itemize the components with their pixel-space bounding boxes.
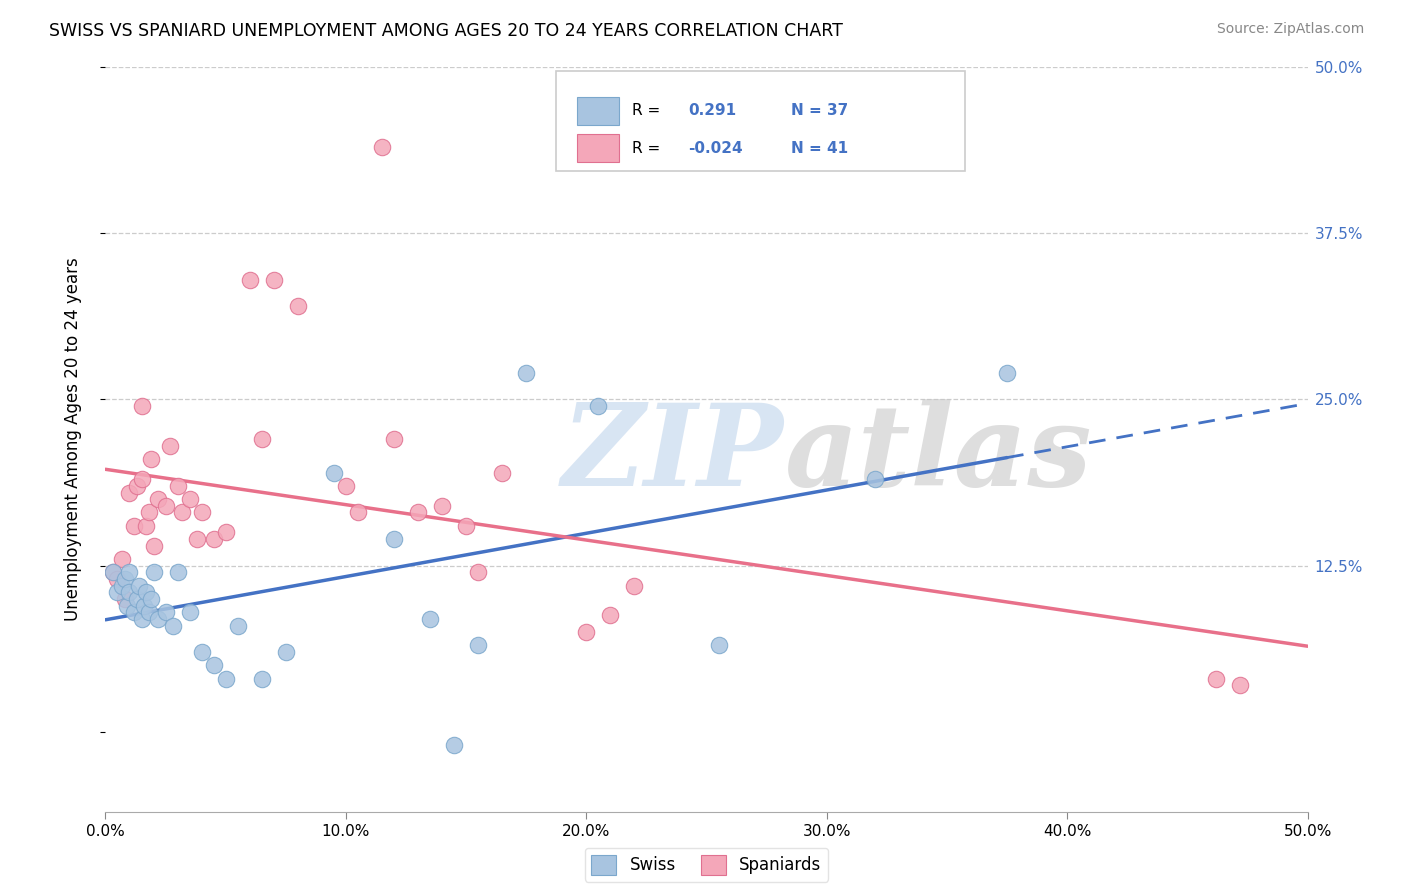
FancyBboxPatch shape: [557, 70, 965, 171]
Text: N = 41: N = 41: [790, 141, 848, 155]
Point: [101, 566, 124, 580]
Point: [599, 607, 621, 622]
Point: [430, 499, 453, 513]
Point: [114, 572, 136, 586]
Point: [107, 572, 129, 586]
Point: [131, 612, 153, 626]
Point: [125, 591, 148, 606]
Point: [166, 479, 188, 493]
Point: [138, 506, 160, 520]
Point: [371, 139, 394, 153]
Point: [623, 579, 645, 593]
Point: [172, 506, 194, 520]
Point: [443, 738, 465, 752]
Point: [139, 591, 162, 606]
Point: [159, 439, 181, 453]
Point: [135, 518, 157, 533]
Text: N = 37: N = 37: [790, 103, 848, 119]
Point: [111, 579, 134, 593]
Point: [239, 273, 262, 287]
Point: [118, 485, 141, 500]
Point: [166, 566, 188, 580]
Point: [115, 599, 138, 613]
Point: [131, 472, 153, 486]
Point: [226, 618, 249, 632]
Point: [155, 499, 177, 513]
Text: 0.291: 0.291: [689, 103, 737, 119]
Point: [467, 566, 489, 580]
Point: [214, 672, 236, 686]
Point: [274, 645, 297, 659]
Point: [142, 566, 165, 580]
Point: [202, 658, 225, 673]
Point: [138, 605, 160, 619]
Point: [202, 532, 225, 546]
Point: [382, 532, 405, 546]
Point: [287, 299, 309, 313]
Point: [250, 433, 273, 447]
Point: [142, 539, 165, 553]
Text: Source: ZipAtlas.com: Source: ZipAtlas.com: [1216, 22, 1364, 37]
Point: [114, 591, 136, 606]
Point: [588, 399, 610, 413]
Point: [111, 552, 134, 566]
Text: ZIP: ZIP: [562, 399, 785, 509]
Point: [155, 605, 177, 619]
Point: [406, 506, 429, 520]
Text: R =: R =: [631, 141, 665, 155]
FancyBboxPatch shape: [576, 96, 619, 125]
Point: [263, 273, 285, 287]
Point: [575, 625, 598, 640]
Text: -0.024: -0.024: [689, 141, 744, 155]
Text: R =: R =: [631, 103, 665, 119]
Point: [148, 492, 170, 507]
Point: [347, 506, 370, 520]
Point: [148, 612, 170, 626]
Point: [515, 366, 537, 380]
Point: [1205, 672, 1227, 686]
Point: [131, 399, 153, 413]
Point: [135, 585, 157, 599]
Text: atlas: atlas: [785, 399, 1092, 509]
FancyBboxPatch shape: [576, 134, 619, 162]
Y-axis label: Unemployment Among Ages 20 to 24 years: Unemployment Among Ages 20 to 24 years: [63, 258, 82, 621]
Point: [190, 506, 212, 520]
Point: [190, 645, 212, 659]
Point: [454, 518, 477, 533]
Point: [419, 612, 441, 626]
Point: [124, 605, 146, 619]
Point: [118, 566, 141, 580]
Legend: Swiss, Spaniards: Swiss, Spaniards: [585, 848, 828, 881]
Text: SWISS VS SPANIARD UNEMPLOYMENT AMONG AGES 20 TO 24 YEARS CORRELATION CHART: SWISS VS SPANIARD UNEMPLOYMENT AMONG AGE…: [49, 22, 844, 40]
Point: [107, 585, 129, 599]
Point: [491, 466, 513, 480]
Point: [186, 532, 208, 546]
Point: [124, 518, 146, 533]
Point: [250, 672, 273, 686]
Point: [132, 599, 155, 613]
Point: [118, 585, 141, 599]
Point: [179, 492, 201, 507]
Point: [467, 639, 489, 653]
Point: [322, 466, 344, 480]
Point: [995, 366, 1018, 380]
Point: [179, 605, 201, 619]
Point: [101, 566, 124, 580]
Point: [214, 525, 236, 540]
Point: [863, 472, 886, 486]
Point: [162, 618, 184, 632]
Point: [382, 433, 405, 447]
Point: [1229, 678, 1251, 692]
Point: [125, 479, 148, 493]
Point: [335, 479, 357, 493]
Point: [128, 579, 150, 593]
Point: [139, 452, 162, 467]
Point: [707, 639, 730, 653]
